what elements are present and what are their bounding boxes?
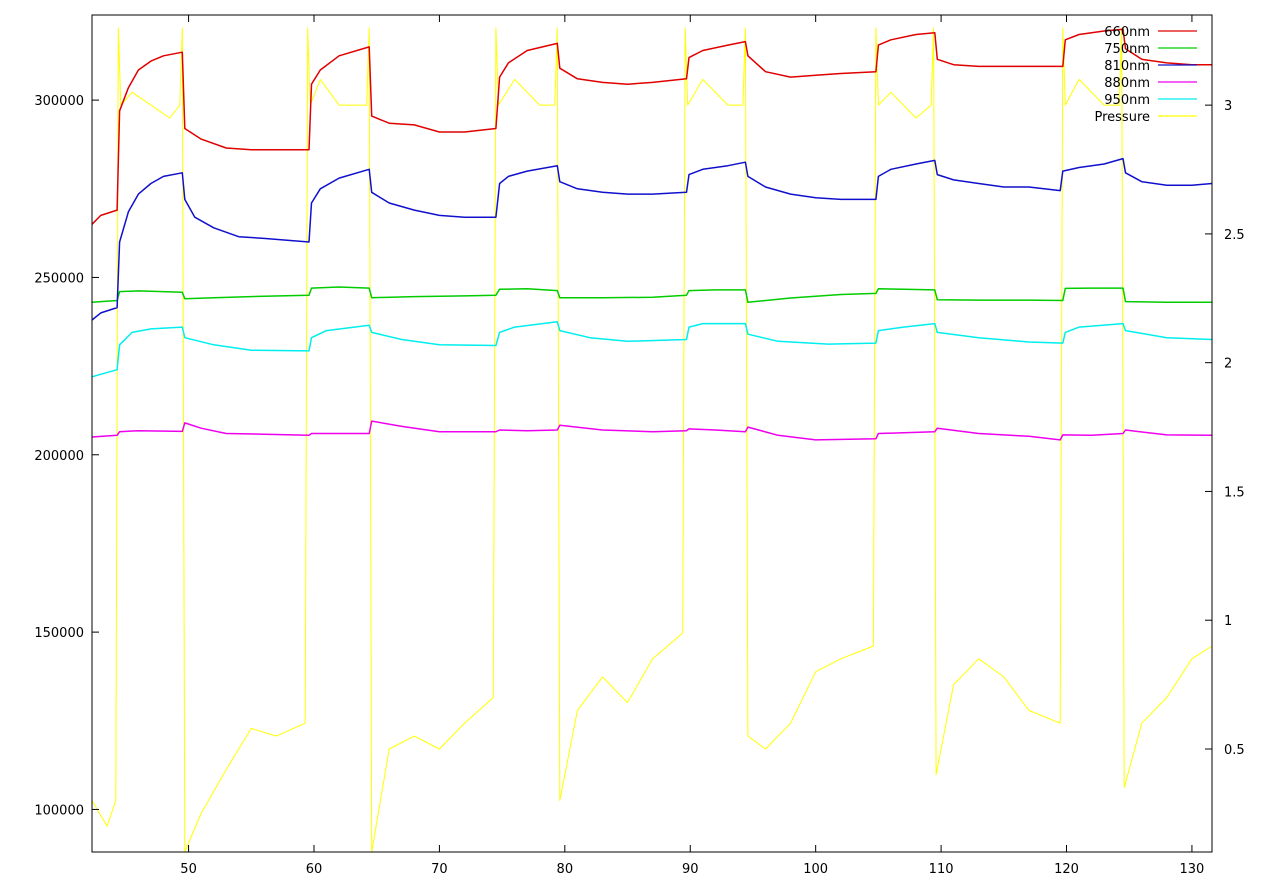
y2-tick-label: 0.5	[1224, 743, 1245, 758]
y-tick-label: 300000	[34, 94, 84, 109]
y-tick-label: 200000	[34, 449, 84, 464]
y-tick-label: 150000	[34, 626, 84, 641]
series-layer	[91, 27, 1213, 853]
series-line-810nm	[91, 157, 1213, 321]
y2-tick-label: 1	[1224, 614, 1232, 629]
x-tick-label: 60	[306, 862, 323, 877]
x-tick-label: 100	[803, 862, 828, 877]
y-tick-label: 250000	[34, 271, 84, 286]
x-tick-label: 90	[682, 862, 699, 877]
x-tick-label: 50	[180, 862, 197, 877]
y2-tick-label: 3	[1224, 99, 1232, 114]
legend-label-750nm: 750nm	[1104, 42, 1150, 57]
legend-label-660nm: 660nm	[1104, 25, 1150, 40]
x-tick-label: 80	[557, 862, 574, 877]
legend: 660nm 750nm 810nm 880nm 950nm Pressure	[1094, 25, 1197, 125]
x-tick-label: 130	[1180, 862, 1205, 877]
y2-tick-label: 2.5	[1224, 228, 1245, 243]
plot-frame	[91, 14, 1213, 853]
axes-layer: 50 60 70 80 90 100 110 120 130 100000 150000 200000…	[34, 15, 1245, 877]
legend-label-pressure: Pressure	[1094, 110, 1150, 125]
series-line-750nm	[91, 286, 1212, 304]
series-line-950nm	[91, 321, 1213, 378]
legend-label-810nm: 810nm	[1104, 59, 1150, 74]
x-tick-label: 110	[929, 862, 954, 877]
x-tick-label: 120	[1054, 862, 1079, 877]
y2-tick-label: 1.5	[1224, 485, 1245, 500]
series-line-660nm	[91, 28, 1212, 225]
x-tick-label: 70	[431, 862, 448, 877]
series-line-880nm	[91, 420, 1213, 441]
series-line-pressure	[91, 27, 1213, 853]
y2-tick-label: 2	[1224, 357, 1232, 372]
legend-label-950nm: 950nm	[1104, 93, 1150, 108]
y-tick-label: 100000	[34, 803, 84, 818]
legend-label-880nm: 880nm	[1104, 76, 1150, 91]
